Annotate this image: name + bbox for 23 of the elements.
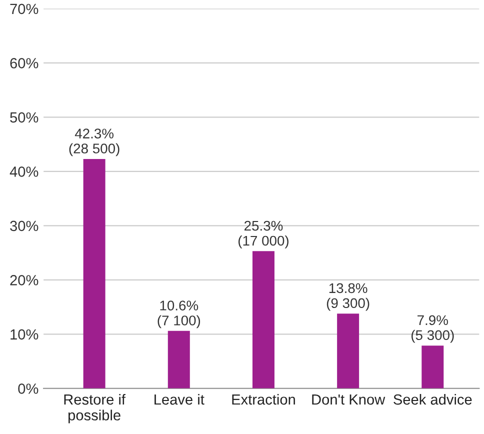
- x-tick-label: Leave it: [154, 394, 204, 405]
- data-label: 10.6% (7 100): [158, 300, 200, 328]
- y-tick-label: 50%: [10, 112, 38, 123]
- y-tick-label: 0%: [18, 384, 38, 394]
- bar: [168, 330, 190, 388]
- y-tick-label: 70%: [10, 4, 38, 14]
- bar: [422, 346, 444, 388]
- bar: [252, 251, 274, 388]
- data-label: 42.3% (28 500): [69, 128, 120, 156]
- y-tick-label: 30%: [10, 220, 38, 232]
- bar: [83, 158, 106, 388]
- x-tick-label: Restore if possible: [64, 394, 126, 424]
- y-tick-label: 10%: [10, 329, 38, 340]
- x-tick-label: Extraction: [232, 394, 295, 405]
- y-tick-label: 40%: [10, 166, 38, 177]
- x-tick-label: Seek advice: [394, 394, 472, 405]
- data-label: 7.9% (5 300): [412, 315, 454, 343]
- y-tick-label: 20%: [10, 275, 38, 286]
- data-label: 13.8% (9 300): [326, 283, 370, 311]
- x-tick-label: Don't Know: [312, 394, 386, 405]
- y-tick-label: 60%: [10, 58, 38, 68]
- data-label: 25.3% (17 000): [238, 220, 288, 248]
- bar: [337, 314, 360, 388]
